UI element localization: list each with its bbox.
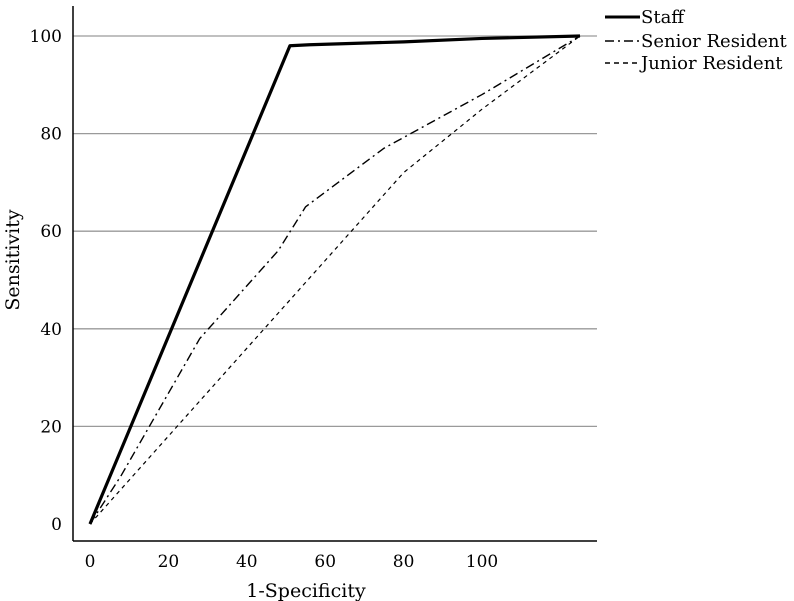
legend: Staff Senior Resident Junior Resident — [605, 7, 787, 74]
grid-lines — [73, 35, 597, 428]
y-tick-label-20: 20 — [40, 417, 62, 437]
y-tick-label-60: 60 — [40, 222, 62, 242]
legend-item-senior-resident: Senior Resident — [605, 31, 787, 52]
y-tick-label-80: 80 — [40, 125, 62, 145]
y-axis-title: Sensitivity — [2, 209, 24, 310]
series-line-junior-resident — [89, 35, 581, 525]
x-tick-label-100: 100 — [466, 552, 498, 572]
x-tick-label-40: 40 — [236, 552, 258, 572]
x-tick-label-0: 0 — [85, 552, 96, 572]
series-line-staff — [88, 34, 581, 525]
series-lines — [88, 34, 581, 525]
series-line-senior-resident — [89, 35, 581, 525]
x-tick-label-60: 60 — [314, 552, 336, 572]
legend-item-staff: Staff — [605, 7, 685, 28]
axes: 1-Specificity Sensitivity — [2, 6, 597, 601]
y-tick-label-0: 0 — [51, 515, 62, 535]
x-tick-label-80: 80 — [393, 552, 415, 572]
legend-item-junior-resident: Junior Resident — [605, 53, 783, 74]
x-tick-label-20: 20 — [158, 552, 180, 572]
x-axis-title: 1-Specificity — [246, 580, 366, 601]
legend-label-staff: Staff — [641, 7, 685, 28]
y-tick-label-40: 40 — [40, 320, 62, 340]
legend-label-senior-resident: Senior Resident — [641, 31, 787, 52]
y-tick-label-100: 100 — [30, 27, 62, 47]
legend-label-junior-resident: Junior Resident — [639, 53, 783, 74]
tick-labels: 0 20 40 60 80 100 0 20 40 60 80 100 — [30, 27, 499, 572]
